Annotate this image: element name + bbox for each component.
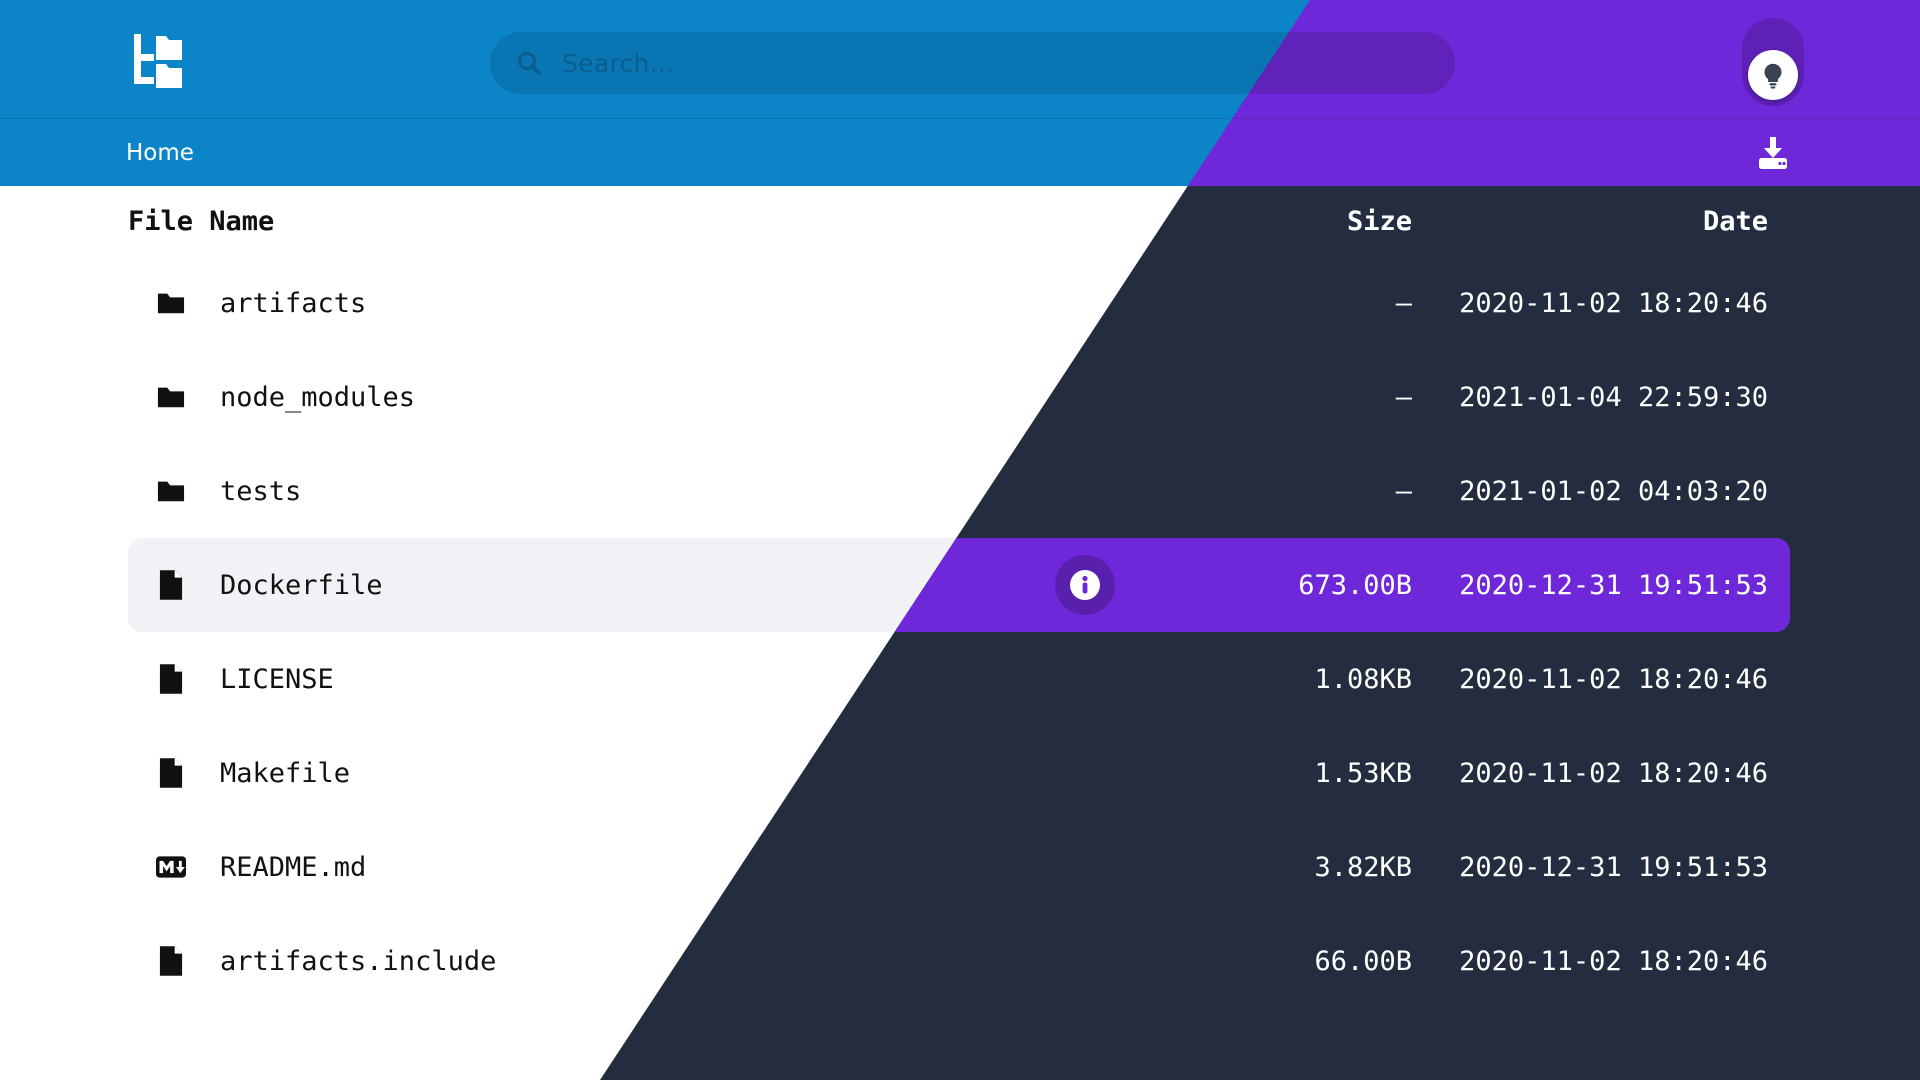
- info-icon[interactable]: [1055, 555, 1115, 615]
- file-size-cell: —: [1395, 287, 1412, 319]
- file-date-cell: 2021-01-04 22:59:30: [1459, 381, 1768, 413]
- file-date-cell: 2021-01-02 04:03:20: [1459, 475, 1768, 507]
- download-icon-dark: [1759, 137, 1787, 169]
- folder-icon: [156, 285, 186, 321]
- file-name-cell[interactable]: tests: [128, 473, 1040, 509]
- column-header-size-dark[interactable]: Size: [1346, 205, 1412, 237]
- file-info-cell[interactable]: [1040, 555, 1130, 615]
- file-name-cell[interactable]: node_modules: [128, 379, 1040, 415]
- file-icon: [156, 943, 186, 979]
- file-name-cell[interactable]: LICENSE: [128, 661, 1040, 697]
- file-name-label: Makefile: [220, 757, 351, 789]
- file-date-cell: 2020-11-02 18:20:46: [1459, 945, 1768, 977]
- markdown-icon: [156, 849, 186, 885]
- file-size-cell: 3.82KB: [1314, 851, 1412, 883]
- file-name-label: tests: [220, 475, 302, 507]
- table-header-row-dark: File Name Size Date: [600, 186, 1790, 256]
- file-name-label: artifacts.include: [220, 945, 497, 977]
- file-name-cell[interactable]: README.md: [128, 849, 1040, 885]
- file-name-cell[interactable]: Makefile: [128, 755, 1040, 791]
- folder-tree-icon[interactable]: [128, 28, 190, 90]
- file-size-cell: —: [1395, 475, 1412, 507]
- breadcrumb-label: Home: [126, 140, 194, 166]
- column-header-date-dark[interactable]: Date: [1702, 205, 1768, 237]
- table-row[interactable]: artifacts—2020-11-02 18:20:46: [600, 256, 1790, 350]
- file-icon: [156, 755, 186, 791]
- file-icon: [156, 661, 186, 697]
- table-row[interactable]: tests—2021-01-02 04:03:20: [600, 444, 1790, 538]
- folder-icon: [156, 379, 186, 415]
- file-name-label: node_modules: [220, 381, 416, 413]
- file-name-cell[interactable]: artifacts.include: [128, 943, 1040, 979]
- column-header-name[interactable]: File Name: [128, 205, 275, 237]
- file-size-cell: 66.00B: [1314, 945, 1412, 977]
- search-icon: [516, 50, 542, 76]
- file-name-label: artifacts: [220, 287, 367, 319]
- breadcrumb-item-home[interactable]: Home: [126, 119, 194, 187]
- table-row[interactable]: node_modules—2021-01-04 22:59:30: [600, 350, 1790, 444]
- file-name-cell[interactable]: artifacts: [128, 285, 1040, 321]
- folder-icon: [156, 473, 186, 509]
- file-date-cell: 2020-12-31 19:51:53: [1459, 569, 1768, 601]
- hint-button-dark[interactable]: [1742, 18, 1804, 106]
- file-name-label: LICENSE: [220, 663, 334, 695]
- file-name-cell[interactable]: Dockerfile: [128, 567, 1040, 603]
- file-name-label: Dockerfile: [220, 569, 383, 601]
- file-date-cell: 2020-11-02 18:20:46: [1459, 757, 1768, 789]
- file-size-cell: —: [1395, 381, 1412, 413]
- file-size-cell: 1.53KB: [1314, 757, 1412, 789]
- download-button-dark[interactable]: [1742, 119, 1804, 187]
- lightbulb-icon-dark: [1748, 50, 1798, 100]
- file-size-cell: 1.08KB: [1314, 663, 1412, 695]
- file-date-cell: 2020-11-02 18:20:46: [1459, 287, 1768, 319]
- file-date-cell: 2020-11-02 18:20:46: [1459, 663, 1768, 695]
- file-size-cell: 673.00B: [1298, 569, 1412, 601]
- file-name-label: README.md: [220, 851, 367, 883]
- file-icon: [156, 567, 186, 603]
- file-date-cell: 2020-12-31 19:51:53: [1459, 851, 1768, 883]
